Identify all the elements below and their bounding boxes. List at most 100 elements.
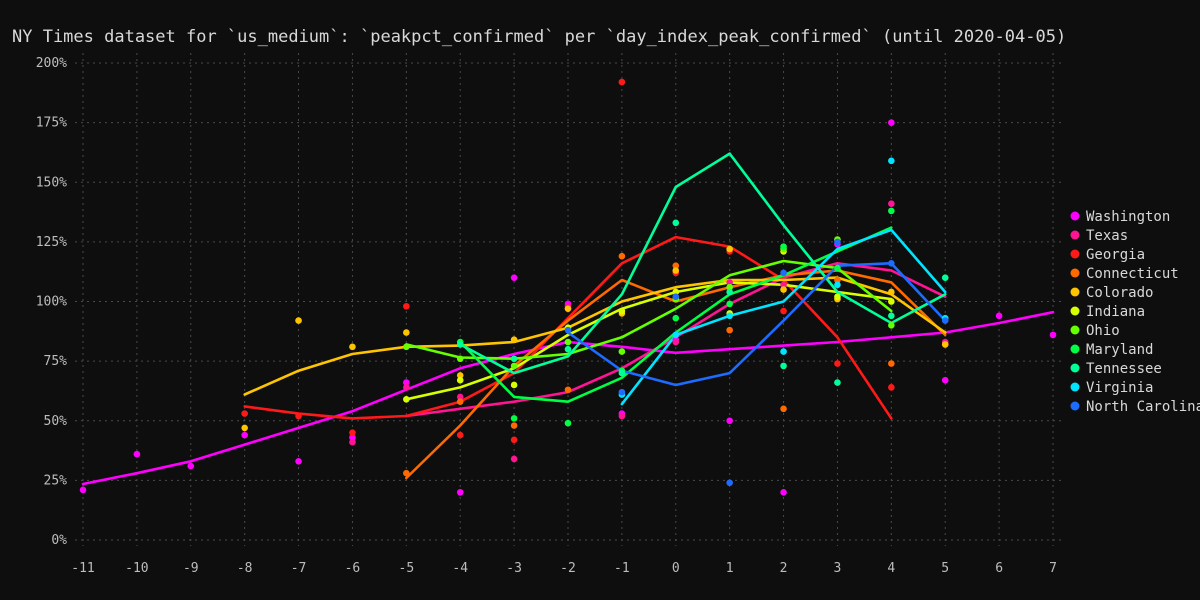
legend-entry: Ohio [1086, 323, 1120, 339]
data-point [888, 322, 895, 329]
data-point [456, 489, 464, 496]
x-tick-label: 4 [887, 561, 895, 576]
x-tick-label: -6 [345, 561, 361, 576]
data-point [403, 329, 410, 336]
data-point [403, 302, 410, 310]
data-point [780, 489, 787, 496]
data-point [349, 429, 356, 436]
data-point [726, 300, 733, 308]
data-point [726, 283, 733, 291]
data-point [403, 343, 410, 351]
data-point [510, 455, 518, 463]
data-point [618, 348, 626, 355]
data-point [510, 336, 518, 343]
x-tick-label: 3 [834, 561, 842, 576]
data-point [888, 288, 895, 296]
data-point [1049, 331, 1057, 339]
data-point [618, 78, 626, 86]
data-point [456, 398, 464, 405]
data-point [510, 436, 518, 444]
grid [75, 53, 1065, 546]
data-point [564, 419, 572, 427]
x-axis: -11 -10 -9 -8 -7 -6 -5 -4 -3 -2 -1 0 1 2 3 4 5 6 7 [71, 561, 1057, 576]
legend-swatch [1070, 230, 1080, 240]
data-point [456, 372, 464, 379]
data-point [672, 267, 680, 274]
data-point [618, 412, 626, 420]
data-point [780, 243, 787, 250]
legend-swatch [1070, 344, 1080, 354]
data-point [834, 379, 841, 386]
data-point [726, 288, 733, 296]
data-point [834, 293, 841, 301]
data-point [941, 317, 949, 324]
y-tick-label: 50% [44, 414, 68, 429]
x-tick-label: 6 [995, 561, 1003, 576]
legend-entry: Washington [1086, 209, 1170, 225]
chart-title: NY Times dataset for `us_medium`: `peakp… [12, 27, 1066, 47]
data-point [349, 438, 356, 446]
data-point [672, 338, 680, 346]
data-point [510, 422, 518, 429]
y-axis: 0% 25% 50% 75% 100% 125% 150% 175% 200% [36, 56, 67, 548]
series-line [243, 276, 947, 396]
x-tick-label: -5 [399, 561, 415, 576]
data-point [564, 338, 572, 346]
y-tick-label: 150% [36, 175, 67, 190]
legend-swatch [1070, 363, 1080, 373]
x-tick-label: -10 [125, 561, 148, 576]
series-line [458, 152, 947, 375]
legend-entry: Texas [1086, 228, 1128, 244]
data-point [780, 286, 787, 293]
x-tick-label: 7 [1049, 561, 1057, 576]
data-point [672, 314, 680, 322]
data-point [510, 274, 518, 281]
data-point [672, 219, 680, 227]
data-point [510, 355, 518, 363]
legend-entry: Connecticut [1086, 266, 1179, 282]
legend-entry: Colorado [1086, 285, 1153, 301]
data-point [403, 379, 410, 386]
data-point [780, 307, 787, 315]
data-point [618, 369, 626, 377]
data-point [510, 362, 518, 370]
data-point [510, 381, 518, 389]
data-point [834, 264, 841, 272]
y-tick-label: 75% [44, 354, 68, 369]
y-tick-label: 100% [36, 295, 67, 310]
data-point [672, 262, 680, 270]
data-point [133, 450, 141, 458]
data-point [726, 326, 733, 334]
data-point [456, 341, 464, 348]
series-line [81, 310, 1055, 486]
series-line [458, 226, 893, 403]
data-point [456, 431, 464, 439]
data-point [888, 119, 895, 126]
legend-swatch [1070, 306, 1080, 316]
data-point [780, 348, 787, 355]
data-point [456, 393, 464, 401]
data-point [349, 343, 356, 351]
x-tick-label: 1 [726, 561, 734, 576]
data-point [834, 276, 841, 284]
data-point [564, 326, 572, 334]
data-point [456, 376, 464, 384]
data-point [941, 341, 949, 348]
data-point [780, 405, 787, 413]
data-point [295, 457, 302, 465]
legend-entry: Maryland [1086, 342, 1153, 358]
data-point [888, 360, 895, 367]
data-point [79, 486, 87, 494]
data-point [941, 274, 949, 281]
data-point [726, 479, 733, 487]
x-tick-label: -7 [291, 561, 307, 576]
data-point [403, 469, 410, 477]
data-point [672, 293, 680, 301]
data-point [726, 312, 733, 320]
data-point [564, 386, 572, 394]
y-tick-label: 0% [51, 533, 67, 548]
legend: Washington Texas Georgia Connecticut Colorad… [1070, 209, 1200, 415]
y-tick-label: 200% [36, 56, 67, 71]
data-point [995, 312, 1003, 320]
data-point [672, 331, 680, 339]
